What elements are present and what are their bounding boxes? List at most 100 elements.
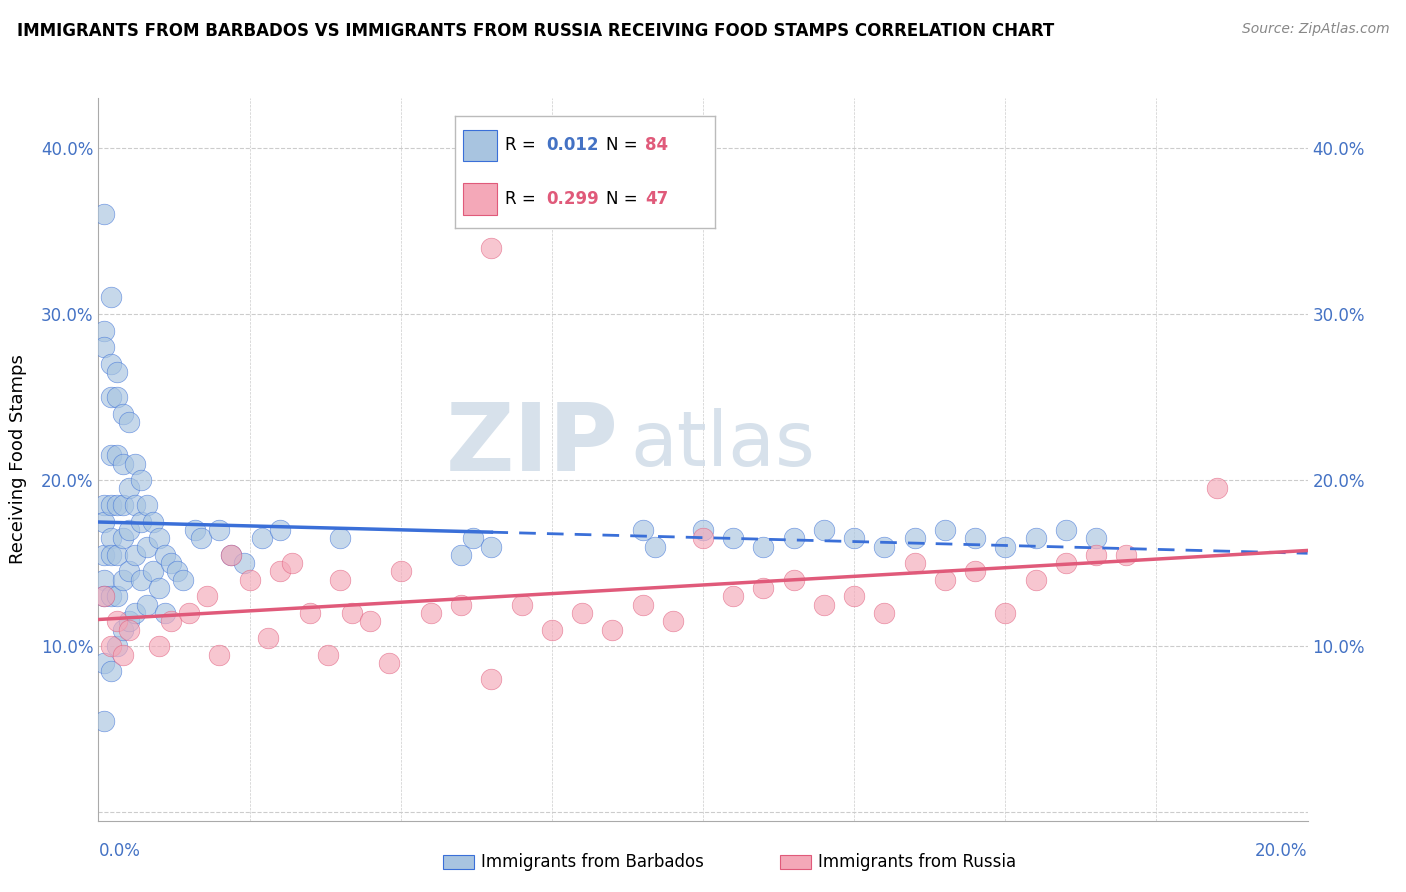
Point: [105, 390, 128, 404]
Point: [1024, 531, 1046, 545]
Point: [1115, 548, 1137, 562]
Point: [142, 565, 165, 579]
Point: [118, 623, 141, 637]
Point: [118, 615, 141, 629]
Point: [153, 606, 176, 620]
Point: [783, 573, 806, 587]
Y-axis label: Receiving Food Stamps: Receiving Food Stamps: [10, 354, 27, 565]
Point: [129, 473, 152, 487]
Point: [1024, 573, 1046, 587]
Point: [644, 540, 666, 554]
Point: [93, 498, 115, 512]
Point: [118, 482, 141, 496]
Point: [100, 639, 122, 653]
Point: [1085, 548, 1108, 562]
Point: [93, 207, 115, 221]
Point: [481, 673, 503, 687]
Point: [661, 615, 683, 629]
Point: [281, 556, 304, 570]
Point: [148, 581, 170, 595]
Point: [135, 498, 157, 512]
Point: [135, 540, 157, 554]
Point: [100, 548, 122, 562]
Point: [813, 598, 835, 612]
Point: [93, 714, 115, 728]
Point: [142, 515, 165, 529]
Point: [135, 598, 157, 612]
Point: [129, 515, 152, 529]
Point: [360, 615, 382, 629]
Point: [124, 457, 146, 471]
Point: [1054, 523, 1077, 537]
Point: [160, 556, 183, 570]
Point: [965, 531, 987, 545]
Point: [221, 548, 243, 562]
Point: [1054, 556, 1077, 570]
Point: [1206, 482, 1229, 496]
Point: [631, 523, 654, 537]
Point: [239, 573, 262, 587]
Point: [93, 573, 115, 587]
Text: 20.0%: 20.0%: [1256, 842, 1308, 860]
Point: [934, 573, 956, 587]
Point: [124, 498, 146, 512]
Point: [195, 590, 218, 604]
Point: [232, 556, 254, 570]
Point: [250, 531, 273, 545]
Point: [377, 656, 399, 670]
Point: [93, 324, 115, 338]
Point: [111, 531, 134, 545]
Point: [316, 648, 339, 662]
Text: ZIP: ZIP: [446, 399, 619, 491]
Point: [100, 357, 122, 371]
Point: [129, 573, 152, 587]
Point: [752, 540, 775, 554]
Point: [100, 290, 122, 304]
Point: [93, 548, 115, 562]
Point: [299, 606, 322, 620]
Point: [723, 531, 745, 545]
Point: [342, 606, 364, 620]
Point: [184, 523, 207, 537]
Point: [93, 340, 115, 354]
Point: [100, 390, 122, 404]
Point: [93, 590, 115, 604]
Point: [540, 623, 562, 637]
Text: atlas: atlas: [630, 408, 815, 482]
Point: [481, 540, 503, 554]
Point: [481, 241, 503, 255]
Point: [111, 457, 134, 471]
Point: [118, 523, 141, 537]
Point: [752, 581, 775, 595]
Point: [904, 531, 927, 545]
Point: [873, 540, 896, 554]
Point: [994, 606, 1017, 620]
Text: 0.0%: 0.0%: [98, 842, 141, 860]
Point: [153, 548, 176, 562]
Point: [208, 523, 231, 537]
Point: [389, 565, 412, 579]
Point: [111, 407, 134, 421]
Point: [934, 523, 956, 537]
Point: [166, 565, 188, 579]
Point: [631, 598, 654, 612]
Point: [329, 573, 352, 587]
Point: [148, 639, 170, 653]
Point: [100, 531, 122, 545]
Point: [111, 648, 134, 662]
Point: [111, 498, 134, 512]
Point: [100, 448, 122, 462]
Point: [256, 631, 278, 645]
Point: [172, 573, 194, 587]
Point: [148, 531, 170, 545]
Point: [813, 523, 835, 537]
Point: [118, 415, 141, 429]
Point: [420, 606, 443, 620]
Point: [450, 548, 472, 562]
Point: [1085, 531, 1108, 545]
Point: [105, 615, 128, 629]
Point: [723, 590, 745, 604]
Point: [208, 648, 231, 662]
Point: [160, 615, 183, 629]
Text: Source: ZipAtlas.com: Source: ZipAtlas.com: [1241, 22, 1389, 37]
